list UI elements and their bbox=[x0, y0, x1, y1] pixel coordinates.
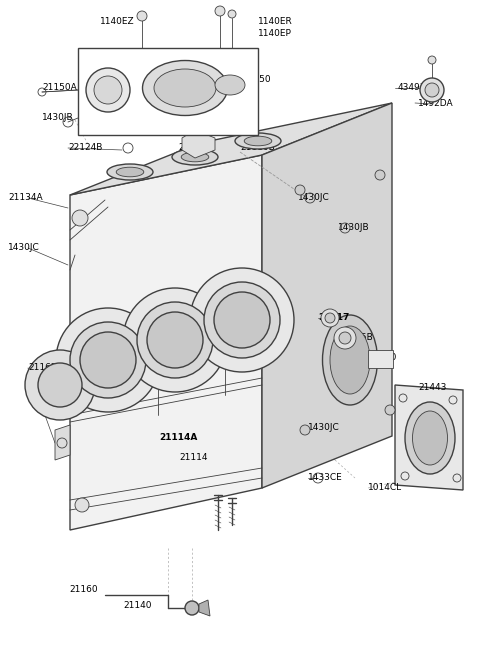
Text: 21162A: 21162A bbox=[28, 363, 62, 373]
Text: 21117: 21117 bbox=[318, 313, 349, 323]
Polygon shape bbox=[70, 103, 392, 195]
Text: 21443: 21443 bbox=[418, 384, 446, 392]
Ellipse shape bbox=[154, 69, 216, 107]
Text: 21114A: 21114A bbox=[160, 434, 198, 443]
Ellipse shape bbox=[143, 60, 228, 116]
Text: 21110B: 21110B bbox=[240, 143, 275, 152]
Ellipse shape bbox=[181, 152, 209, 162]
Text: 1140EZ: 1140EZ bbox=[100, 18, 135, 26]
Ellipse shape bbox=[116, 167, 144, 177]
Polygon shape bbox=[262, 103, 392, 488]
Circle shape bbox=[80, 332, 136, 388]
Bar bbox=[78, 48, 258, 135]
Circle shape bbox=[137, 302, 213, 378]
Circle shape bbox=[137, 11, 147, 21]
Circle shape bbox=[428, 56, 436, 64]
Circle shape bbox=[385, 405, 395, 415]
Polygon shape bbox=[55, 425, 70, 460]
Circle shape bbox=[56, 308, 160, 412]
Circle shape bbox=[123, 288, 227, 392]
Circle shape bbox=[334, 327, 356, 349]
Circle shape bbox=[38, 363, 82, 407]
Text: 1140EP: 1140EP bbox=[258, 28, 292, 37]
Bar bbox=[368, 350, 393, 368]
Text: 1430JC: 1430JC bbox=[298, 194, 330, 202]
Ellipse shape bbox=[323, 315, 377, 405]
Circle shape bbox=[72, 210, 88, 226]
Circle shape bbox=[420, 78, 444, 102]
Circle shape bbox=[25, 350, 95, 420]
Text: 21440: 21440 bbox=[368, 353, 396, 363]
Circle shape bbox=[228, 10, 236, 18]
Text: 21353R: 21353R bbox=[148, 93, 183, 102]
Text: 21140: 21140 bbox=[123, 600, 152, 610]
Circle shape bbox=[375, 170, 385, 180]
Text: 22124B: 22124B bbox=[68, 143, 102, 152]
Circle shape bbox=[75, 498, 89, 512]
Text: 1430JB: 1430JB bbox=[42, 114, 73, 122]
Circle shape bbox=[300, 425, 310, 435]
Circle shape bbox=[295, 185, 305, 195]
Ellipse shape bbox=[107, 164, 153, 180]
Text: 94750: 94750 bbox=[242, 76, 271, 85]
Circle shape bbox=[86, 68, 130, 112]
Circle shape bbox=[147, 312, 203, 368]
Circle shape bbox=[204, 282, 280, 358]
Text: 21160: 21160 bbox=[70, 585, 98, 595]
Text: 21134A: 21134A bbox=[8, 194, 43, 202]
Ellipse shape bbox=[235, 133, 281, 149]
Ellipse shape bbox=[172, 149, 218, 165]
Ellipse shape bbox=[412, 411, 447, 465]
Text: 1430JB: 1430JB bbox=[338, 223, 370, 233]
Polygon shape bbox=[199, 600, 210, 616]
Ellipse shape bbox=[244, 136, 272, 146]
Circle shape bbox=[70, 322, 146, 398]
Circle shape bbox=[321, 309, 339, 327]
Text: 1014CL: 1014CL bbox=[368, 484, 402, 493]
Text: 1140ER: 1140ER bbox=[258, 18, 293, 26]
Circle shape bbox=[325, 313, 335, 323]
Text: 21114: 21114 bbox=[180, 453, 208, 463]
Polygon shape bbox=[70, 155, 262, 530]
Circle shape bbox=[185, 601, 199, 615]
Ellipse shape bbox=[405, 402, 455, 474]
Circle shape bbox=[425, 83, 439, 97]
Circle shape bbox=[94, 76, 122, 104]
Circle shape bbox=[339, 332, 351, 344]
Text: 1430JC: 1430JC bbox=[8, 244, 40, 252]
Circle shape bbox=[215, 6, 225, 16]
Ellipse shape bbox=[330, 326, 370, 394]
Polygon shape bbox=[182, 130, 215, 158]
Ellipse shape bbox=[215, 75, 245, 95]
Circle shape bbox=[214, 292, 270, 348]
Text: 21115B: 21115B bbox=[338, 334, 373, 342]
Text: 1430JC: 1430JC bbox=[308, 424, 340, 432]
Circle shape bbox=[190, 268, 294, 372]
Text: 43493: 43493 bbox=[398, 83, 427, 93]
Text: 24126: 24126 bbox=[178, 143, 206, 152]
Text: 1492DA: 1492DA bbox=[418, 99, 454, 108]
Polygon shape bbox=[395, 385, 463, 490]
Text: 1433CE: 1433CE bbox=[308, 474, 343, 482]
Text: 21150A: 21150A bbox=[42, 83, 77, 93]
